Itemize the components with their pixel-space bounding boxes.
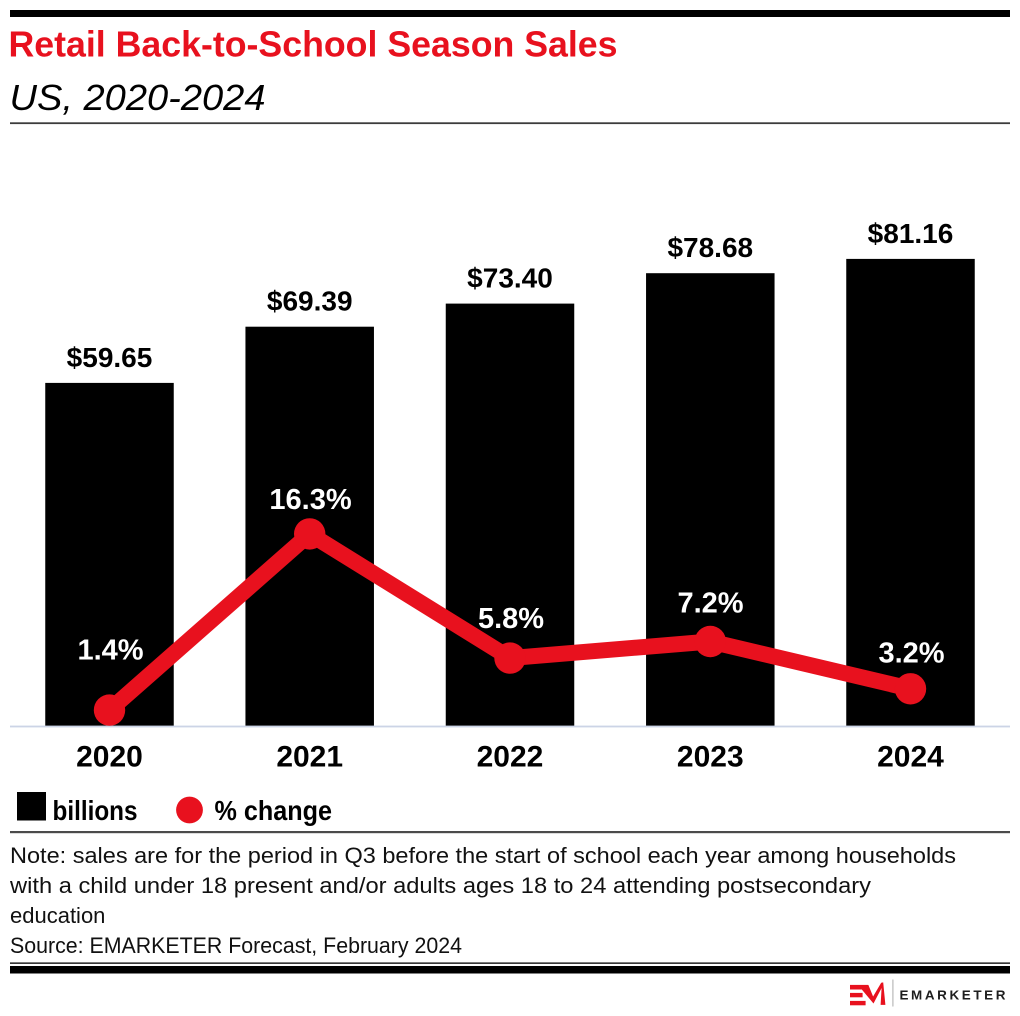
svg-text:education: education <box>10 903 105 928</box>
svg-text:2023: 2023 <box>677 741 744 774</box>
svg-text:2024: 2024 <box>877 741 944 774</box>
svg-text:$69.39: $69.39 <box>267 286 353 317</box>
svg-text:$81.16: $81.16 <box>868 218 954 249</box>
svg-text:$73.40: $73.40 <box>467 263 553 294</box>
svg-text:2022: 2022 <box>477 741 544 774</box>
svg-text:2020: 2020 <box>76 741 143 774</box>
svg-text:2021: 2021 <box>276 741 343 774</box>
svg-text:$59.65: $59.65 <box>67 342 153 373</box>
svg-text:3.2%: 3.2% <box>878 638 944 670</box>
svg-text:Source: EMARKETER Forecast, Fe: Source: EMARKETER Forecast, February 202… <box>10 933 462 958</box>
svg-text:1.4%: 1.4% <box>77 635 143 667</box>
svg-text:Retail Back-to-School Season S: Retail Back-to-School Season Sales <box>9 24 618 65</box>
svg-text:5.8%: 5.8% <box>478 603 544 635</box>
svg-text:16.3%: 16.3% <box>269 484 351 516</box>
svg-text:US, 2020-2024: US, 2020-2024 <box>10 77 266 118</box>
svg-text:% change: % change <box>215 795 333 826</box>
svg-text:7.2%: 7.2% <box>677 588 743 620</box>
svg-text:$78.68: $78.68 <box>667 232 753 263</box>
svg-text:Note: sales are for the period: Note: sales are for the period in Q3 bef… <box>10 843 956 868</box>
svg-text:with a child under 18 present: with a child under 18 present and/or adu… <box>9 873 871 898</box>
svg-text:EMARKETER: EMARKETER <box>900 987 1009 1002</box>
svg-text:billions: billions <box>53 795 138 826</box>
